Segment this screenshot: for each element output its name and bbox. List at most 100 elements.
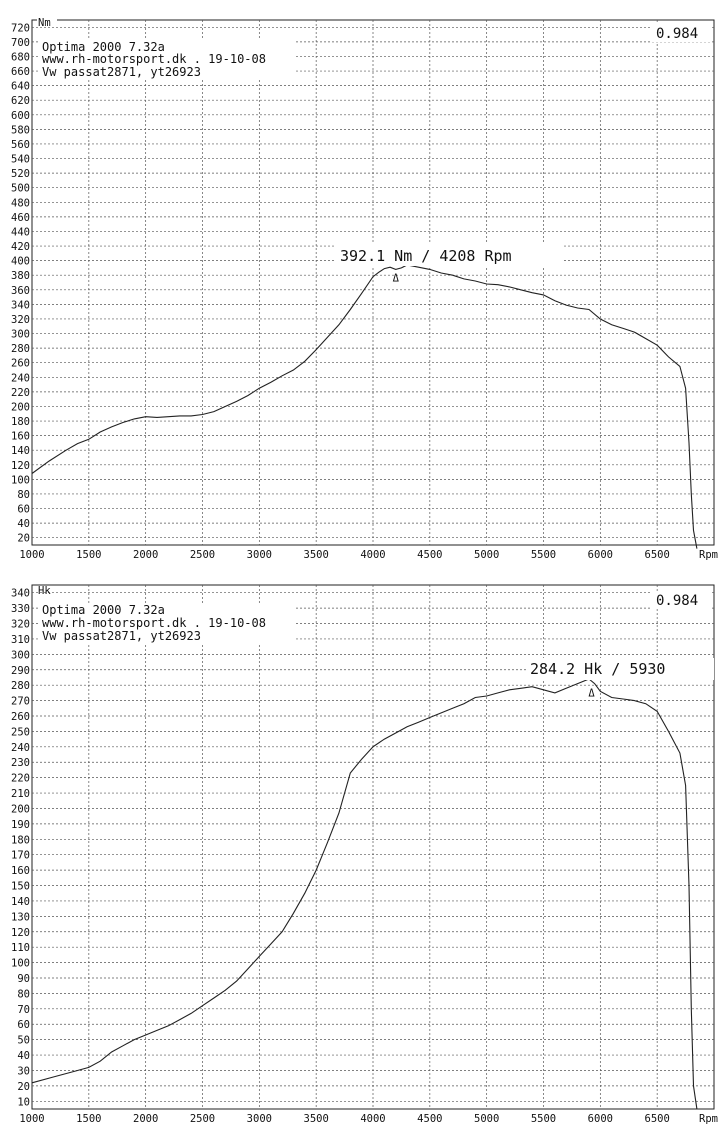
power-xtick-6500: 6500 xyxy=(645,1113,670,1125)
torque-ytick-420: 420 xyxy=(11,241,30,253)
torque-ytick-100: 100 xyxy=(11,474,30,486)
power-xtick-5000: 5000 xyxy=(474,1113,499,1125)
power-ytick-310: 310 xyxy=(11,634,30,646)
power-chart: 1000 1500 2000 2500 3000 3500 4000 4500 5000 5500… xyxy=(11,584,718,1125)
torque-ytick-660: 660 xyxy=(11,66,30,78)
torque-chart: 1000 1500 2000 2500 3000 3500 4000 4500 5000 5500… xyxy=(11,17,718,561)
torque-rpm-label: Rpm xyxy=(699,549,718,561)
power-xtick-3000: 3000 xyxy=(247,1113,272,1125)
torque-ytick-580: 580 xyxy=(11,124,30,136)
torque-ytick-480: 480 xyxy=(11,197,30,209)
power-xtick-2500: 2500 xyxy=(190,1113,215,1125)
power-xtick-1000: 1000 xyxy=(19,1113,44,1125)
torque-xtick-4500: 4500 xyxy=(417,549,442,561)
power-rpm-label: Rpm xyxy=(699,1113,718,1125)
power-ytick-40: 40 xyxy=(17,1050,30,1062)
power-ytick-270: 270 xyxy=(11,696,30,708)
torque-ytick-540: 540 xyxy=(11,154,30,166)
torque-header: Optima 2000 7.32a www.rh-motorsport.dk .… xyxy=(38,38,296,80)
torque-ytick-220: 220 xyxy=(11,387,30,399)
torque-ytick-20: 20 xyxy=(17,533,30,545)
torque-ytick-640: 640 xyxy=(11,81,30,93)
power-peak-label: 284.2 Hk / 5930 xyxy=(530,660,665,678)
power-ytick-120: 120 xyxy=(11,927,30,939)
torque-xtick-6500: 6500 xyxy=(645,549,670,561)
torque-header-line-1: Optima 2000 7.32a xyxy=(42,40,165,54)
power-ytick-70: 70 xyxy=(17,1004,30,1016)
power-xtick-1500: 1500 xyxy=(76,1113,101,1125)
power-ytick-80: 80 xyxy=(17,988,30,1000)
power-ytick-330: 330 xyxy=(11,603,30,615)
torque-ytick-460: 460 xyxy=(11,212,30,224)
power-ytick-160: 160 xyxy=(11,865,30,877)
torque-peak-label: 392.1 Nm / 4208 Rpm xyxy=(340,247,512,265)
torque-ytick-680: 680 xyxy=(11,51,30,63)
torque-xtick-5500: 5500 xyxy=(531,549,556,561)
torque-curve xyxy=(31,264,698,549)
torque-xtick-2500: 2500 xyxy=(190,549,215,561)
torque-ytick-200: 200 xyxy=(11,401,30,413)
torque-peak-marker: Δ xyxy=(393,273,400,285)
power-ytick-180: 180 xyxy=(11,834,30,846)
torque-xtick-4000: 4000 xyxy=(360,549,385,561)
power-ytick-320: 320 xyxy=(11,619,30,631)
torque-ytick-300: 300 xyxy=(11,329,30,341)
torque-ytick-620: 620 xyxy=(11,95,30,107)
power-header: Optima 2000 7.32a www.rh-motorsport.dk .… xyxy=(38,603,296,645)
power-curve xyxy=(31,678,698,1110)
torque-ytick-400: 400 xyxy=(11,256,30,268)
power-xtick-3500: 3500 xyxy=(304,1113,329,1125)
power-ytick-280: 280 xyxy=(11,680,30,692)
power-ytick-100: 100 xyxy=(11,958,30,970)
power-ytick-20: 20 xyxy=(17,1081,30,1093)
torque-ytick-60: 60 xyxy=(17,504,30,516)
power-unit-label: Hk xyxy=(38,585,51,597)
power-ytick-170: 170 xyxy=(11,850,30,862)
torque-ytick-440: 440 xyxy=(11,226,30,238)
torque-ytick-600: 600 xyxy=(11,110,30,122)
torque-ytick-160: 160 xyxy=(11,431,30,443)
power-xtick-4500: 4500 xyxy=(417,1113,442,1125)
torque-xtick-3000: 3000 xyxy=(247,549,272,561)
power-ytick-250: 250 xyxy=(11,726,30,738)
power-ytick-60: 60 xyxy=(17,1019,30,1031)
power-ytick-90: 90 xyxy=(17,973,30,985)
power-header-line-3: Vw passat2871, yt26923 xyxy=(42,629,201,643)
power-ytick-130: 130 xyxy=(11,911,30,923)
power-header-line-2: www.rh-motorsport.dk . 19-10-08 xyxy=(42,616,266,630)
power-header-line-1: Optima 2000 7.32a xyxy=(42,603,165,617)
torque-header-line-2: www.rh-motorsport.dk . 19-10-08 xyxy=(42,52,266,66)
torque-ytick-40: 40 xyxy=(17,518,30,530)
torque-ytick-260: 260 xyxy=(11,358,30,370)
power-ytick-210: 210 xyxy=(11,788,30,800)
torque-ytick-380: 380 xyxy=(11,270,30,282)
torque-ytick-520: 520 xyxy=(11,168,30,180)
torque-xtick-1500: 1500 xyxy=(76,549,101,561)
torque-ytick-320: 320 xyxy=(11,314,30,326)
power-ytick-220: 220 xyxy=(11,773,30,785)
torque-ytick-140: 140 xyxy=(11,445,30,457)
power-ytick-200: 200 xyxy=(11,803,30,815)
power-ytick-190: 190 xyxy=(11,819,30,831)
torque-unit-label: Nm xyxy=(38,17,51,29)
torque-ytick-700: 700 xyxy=(11,37,30,49)
torque-correction-factor: 0.984 xyxy=(656,26,698,42)
torque-xtick-1000: 1000 xyxy=(19,549,44,561)
torque-ytick-280: 280 xyxy=(11,343,30,355)
torque-plot-frame xyxy=(31,19,715,546)
power-ytick-290: 290 xyxy=(11,665,30,677)
power-ytick-50: 50 xyxy=(17,1035,30,1047)
torque-ytick-360: 360 xyxy=(11,285,30,297)
torque-ytick-560: 560 xyxy=(11,139,30,151)
torque-xtick-3500: 3500 xyxy=(304,549,329,561)
power-xtick-6000: 6000 xyxy=(588,1113,613,1125)
power-ytick-340: 340 xyxy=(11,588,30,600)
power-xtick-5500: 5500 xyxy=(531,1113,556,1125)
power-ytick-230: 230 xyxy=(11,757,30,769)
power-peak-marker: Δ xyxy=(588,688,595,700)
power-ytick-140: 140 xyxy=(11,896,30,908)
torque-ytick-120: 120 xyxy=(11,460,30,472)
torque-ytick-180: 180 xyxy=(11,416,30,428)
power-ytick-260: 260 xyxy=(11,711,30,723)
